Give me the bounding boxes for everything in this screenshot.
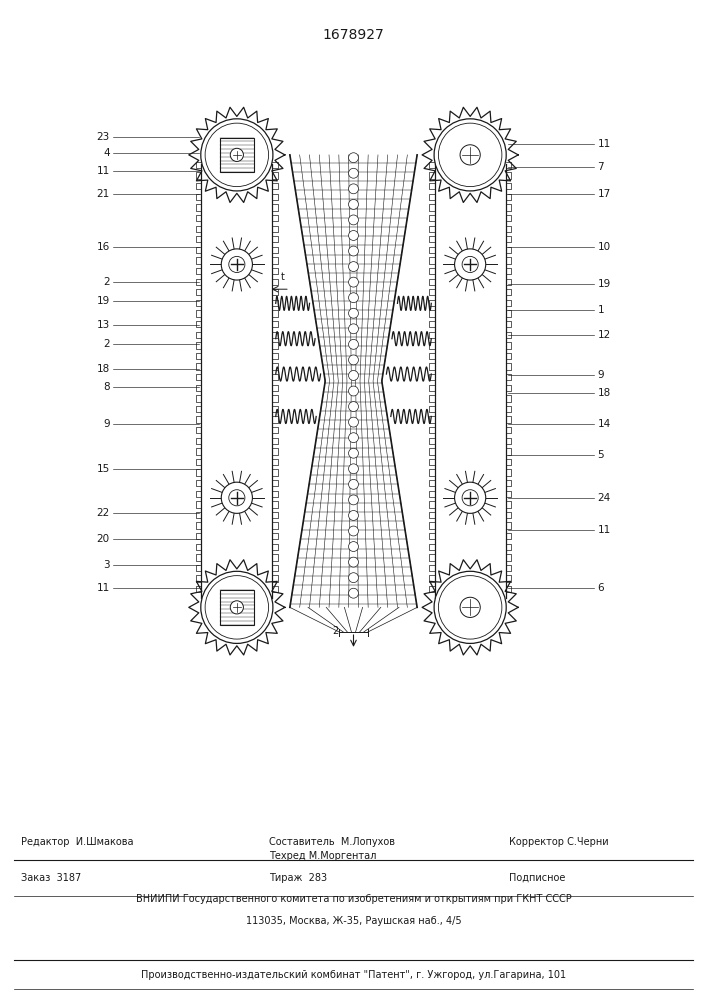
Text: Техред М.Моргентал: Техред М.Моргентал xyxy=(269,851,376,861)
Text: ВНИИПИ Государственного комитета по изобретениям и открытиям при ГКНТ СССР: ВНИИПИ Государственного комитета по изоб… xyxy=(136,894,571,904)
Circle shape xyxy=(349,371,358,380)
Text: 2: 2 xyxy=(333,626,339,636)
Circle shape xyxy=(349,448,358,458)
Circle shape xyxy=(349,324,358,334)
Text: Подписное: Подписное xyxy=(509,873,566,883)
Circle shape xyxy=(349,215,358,225)
Bar xyxy=(220,590,254,625)
Circle shape xyxy=(349,479,358,489)
Circle shape xyxy=(434,571,506,643)
Text: Производственно-издательский комбинат "Патент", г. Ужгород, ул.Гагарина, 101: Производственно-издательский комбинат "П… xyxy=(141,970,566,980)
Circle shape xyxy=(221,482,252,513)
Text: 2: 2 xyxy=(103,277,110,287)
Circle shape xyxy=(349,231,358,240)
Text: t: t xyxy=(281,272,285,282)
Circle shape xyxy=(349,433,358,443)
Text: 3: 3 xyxy=(103,560,110,570)
Text: 2: 2 xyxy=(103,339,110,349)
Circle shape xyxy=(201,571,273,643)
Circle shape xyxy=(455,482,486,513)
Circle shape xyxy=(349,246,358,256)
Circle shape xyxy=(349,510,358,520)
Text: Корректор С.Черни: Корректор С.Черни xyxy=(509,837,609,847)
Circle shape xyxy=(349,588,358,598)
Circle shape xyxy=(349,573,358,583)
Circle shape xyxy=(349,184,358,194)
Circle shape xyxy=(349,199,358,209)
Text: 19: 19 xyxy=(96,296,110,306)
Circle shape xyxy=(349,495,358,505)
Text: 10: 10 xyxy=(597,242,611,252)
Text: Составитель  М.Лопухов: Составитель М.Лопухов xyxy=(269,837,395,847)
Circle shape xyxy=(349,168,358,178)
Circle shape xyxy=(349,293,358,303)
Text: 113035, Москва, Ж-35, Раушская наб., 4/5: 113035, Москва, Ж-35, Раушская наб., 4/5 xyxy=(246,916,461,926)
Text: 12: 12 xyxy=(597,330,611,340)
Circle shape xyxy=(349,277,358,287)
Circle shape xyxy=(349,153,358,163)
Circle shape xyxy=(349,308,358,318)
Text: 8: 8 xyxy=(103,382,110,392)
Text: 22: 22 xyxy=(96,508,110,518)
Circle shape xyxy=(349,402,358,412)
Text: 13: 13 xyxy=(96,320,110,330)
Circle shape xyxy=(349,262,358,272)
Circle shape xyxy=(460,145,480,165)
Circle shape xyxy=(349,417,358,427)
Circle shape xyxy=(349,464,358,474)
Bar xyxy=(220,138,254,172)
Text: 4: 4 xyxy=(103,148,110,158)
Circle shape xyxy=(201,119,273,191)
Circle shape xyxy=(349,557,358,567)
Text: 6: 6 xyxy=(597,583,604,593)
Text: 11: 11 xyxy=(597,525,611,535)
Text: 24: 24 xyxy=(597,493,611,503)
Text: 19: 19 xyxy=(597,279,611,289)
Circle shape xyxy=(349,386,358,396)
Circle shape xyxy=(349,339,358,349)
Text: 17: 17 xyxy=(597,189,611,199)
Text: 23: 23 xyxy=(96,132,110,142)
Text: 9: 9 xyxy=(103,419,110,429)
Text: 16: 16 xyxy=(96,242,110,252)
Circle shape xyxy=(460,597,480,617)
Circle shape xyxy=(230,148,243,161)
Text: 5: 5 xyxy=(597,450,604,460)
Text: 11: 11 xyxy=(597,139,611,149)
Text: Тираж  283: Тираж 283 xyxy=(269,873,327,883)
Text: 1: 1 xyxy=(597,305,604,315)
Circle shape xyxy=(349,355,358,365)
Circle shape xyxy=(349,526,358,536)
Text: 9: 9 xyxy=(597,370,604,380)
Text: 20: 20 xyxy=(96,534,110,544)
Text: 7: 7 xyxy=(597,162,604,172)
Text: 11: 11 xyxy=(96,166,110,176)
Text: 21: 21 xyxy=(96,189,110,199)
Text: 18: 18 xyxy=(96,364,110,374)
Circle shape xyxy=(455,249,486,280)
Circle shape xyxy=(434,119,506,191)
Circle shape xyxy=(221,249,252,280)
Text: Редактор  И.Шмакова: Редактор И.Шмакова xyxy=(21,837,134,847)
Text: 1678927: 1678927 xyxy=(322,28,385,42)
Text: Заказ  3187: Заказ 3187 xyxy=(21,873,81,883)
Text: 14: 14 xyxy=(597,419,611,429)
Circle shape xyxy=(349,542,358,552)
Text: 11: 11 xyxy=(96,583,110,593)
Text: 18: 18 xyxy=(597,388,611,398)
Circle shape xyxy=(230,601,243,614)
Text: 15: 15 xyxy=(96,464,110,474)
